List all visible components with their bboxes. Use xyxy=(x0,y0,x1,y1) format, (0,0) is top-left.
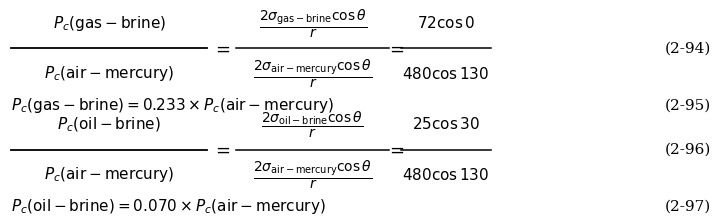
Text: (2-96): (2-96) xyxy=(664,143,711,157)
Text: $=$: $=$ xyxy=(212,141,231,159)
Text: (2-97): (2-97) xyxy=(664,200,711,214)
Text: $\dfrac{2\sigma_{\mathrm{oil-brine}}\cos\theta}{r}$: $\dfrac{2\sigma_{\mathrm{oil-brine}}\cos… xyxy=(262,109,364,140)
Text: $25\cos 30$: $25\cos 30$ xyxy=(412,116,480,132)
Text: $P_c(\mathrm{air} - \mathrm{mercury})$: $P_c(\mathrm{air} - \mathrm{mercury})$ xyxy=(44,64,174,83)
Text: $P_c(\mathrm{oil} - \mathrm{brine})$: $P_c(\mathrm{oil} - \mathrm{brine})$ xyxy=(57,115,161,134)
Text: $P_c(\mathrm{gas} - \mathrm{brine})$: $P_c(\mathrm{gas} - \mathrm{brine})$ xyxy=(52,14,166,33)
Text: $72\cos 0$: $72\cos 0$ xyxy=(417,15,475,31)
Text: $P_c(\mathrm{oil} - \mathrm{brine}) = 0.070 \times P_c(\mathrm{air} - \mathrm{me: $P_c(\mathrm{oil} - \mathrm{brine}) = 0.… xyxy=(11,197,326,216)
Text: (2-94): (2-94) xyxy=(664,41,711,55)
Text: $=$: $=$ xyxy=(386,141,404,159)
Text: $\dfrac{2\sigma_{\mathrm{gas-brine}}\cos\theta}{r}$: $\dfrac{2\sigma_{\mathrm{gas-brine}}\cos… xyxy=(259,7,366,40)
Text: (2-95): (2-95) xyxy=(664,99,711,113)
Text: $=$: $=$ xyxy=(212,39,231,57)
Text: $480\cos 130$: $480\cos 130$ xyxy=(402,167,490,183)
Text: $P_c(\mathrm{gas} - \mathrm{brine}) = 0.233 \times P_c(\mathrm{air} - \mathrm{me: $P_c(\mathrm{gas} - \mathrm{brine}) = 0.… xyxy=(11,96,334,115)
Text: $\dfrac{2\sigma_{\mathrm{air-mercury}}\cos\theta}{r}$: $\dfrac{2\sigma_{\mathrm{air-mercury}}\c… xyxy=(253,158,372,191)
Text: $\dfrac{2\sigma_{\mathrm{air-mercury}}\cos\theta}{r}$: $\dfrac{2\sigma_{\mathrm{air-mercury}}\c… xyxy=(253,57,372,90)
Text: $=$: $=$ xyxy=(386,39,404,57)
Text: $480\cos 130$: $480\cos 130$ xyxy=(402,66,490,82)
Text: $P_c(\mathrm{air} - \mathrm{mercury})$: $P_c(\mathrm{air} - \mathrm{mercury})$ xyxy=(44,165,174,184)
